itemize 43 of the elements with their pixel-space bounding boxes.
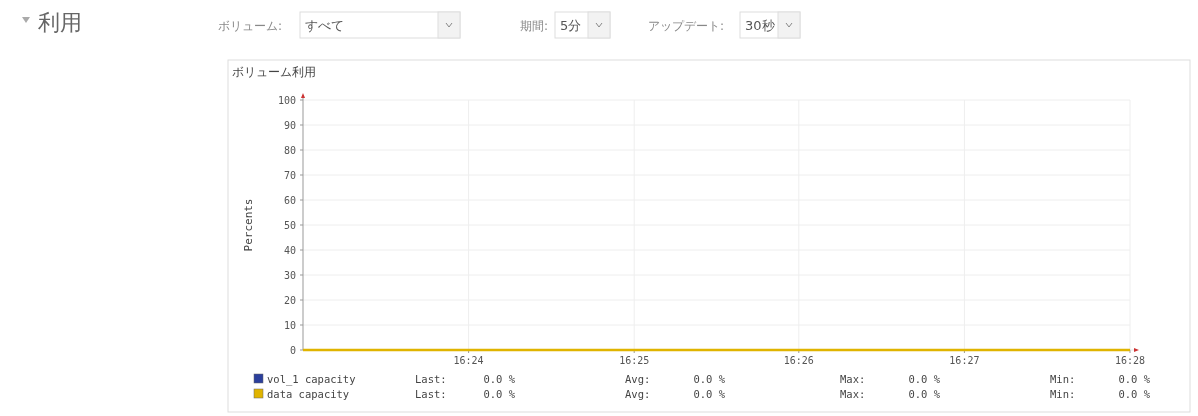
y-tick-label: 30 xyxy=(283,270,296,281)
y-tick-label: 100 xyxy=(277,95,296,106)
text: 0.0 % xyxy=(908,388,941,400)
legend-label: data capacity xyxy=(267,388,350,400)
text: 5分 xyxy=(560,18,582,33)
text: Max: xyxy=(840,388,866,400)
text: ボリューム: xyxy=(218,19,283,33)
text: 0.0 % xyxy=(483,373,516,385)
y-tick-label: 90 xyxy=(283,120,296,131)
text: Min: xyxy=(1050,373,1076,385)
text: 0.0 % xyxy=(1118,373,1151,385)
text: アップデート: xyxy=(648,19,725,33)
text: 0.0 % xyxy=(693,388,726,400)
y-tick-label: 40 xyxy=(283,245,296,256)
chart-title: ボリューム利用 xyxy=(232,65,316,79)
x-tick-label: 16:25 xyxy=(619,355,650,366)
y-tick-label: 0 xyxy=(289,345,296,356)
text: 0.0 % xyxy=(1118,388,1151,400)
text: Last: xyxy=(415,388,447,400)
y-tick-label: 50 xyxy=(283,220,296,231)
legend-label: vol_1 capacity xyxy=(267,373,356,386)
text: Avg: xyxy=(625,373,651,385)
text: 0.0 % xyxy=(483,388,516,400)
text: 期間: xyxy=(520,19,549,33)
text: すべて xyxy=(305,18,344,33)
y-tick-label: 60 xyxy=(283,195,296,206)
text: 0.0 % xyxy=(693,373,726,385)
text: 利用 xyxy=(38,10,82,35)
text: Last: xyxy=(415,373,447,385)
x-tick-label: 16:27 xyxy=(949,355,980,366)
y-tick-label: 20 xyxy=(283,295,296,306)
y-tick-label: 70 xyxy=(283,170,296,181)
text: Avg: xyxy=(625,388,651,400)
x-tick-label: 16:24 xyxy=(453,355,484,366)
y-axis-title: Percents xyxy=(242,198,255,252)
text: Min: xyxy=(1050,388,1076,400)
text: Max: xyxy=(840,373,866,385)
x-tick-label: 16:28 xyxy=(1114,355,1146,366)
y-tick-label: 80 xyxy=(283,145,296,156)
y-tick-label: 10 xyxy=(283,320,296,331)
text: 30秒 xyxy=(745,18,775,33)
text: 0.0 % xyxy=(908,373,941,385)
x-tick-label: 16:26 xyxy=(783,355,814,366)
